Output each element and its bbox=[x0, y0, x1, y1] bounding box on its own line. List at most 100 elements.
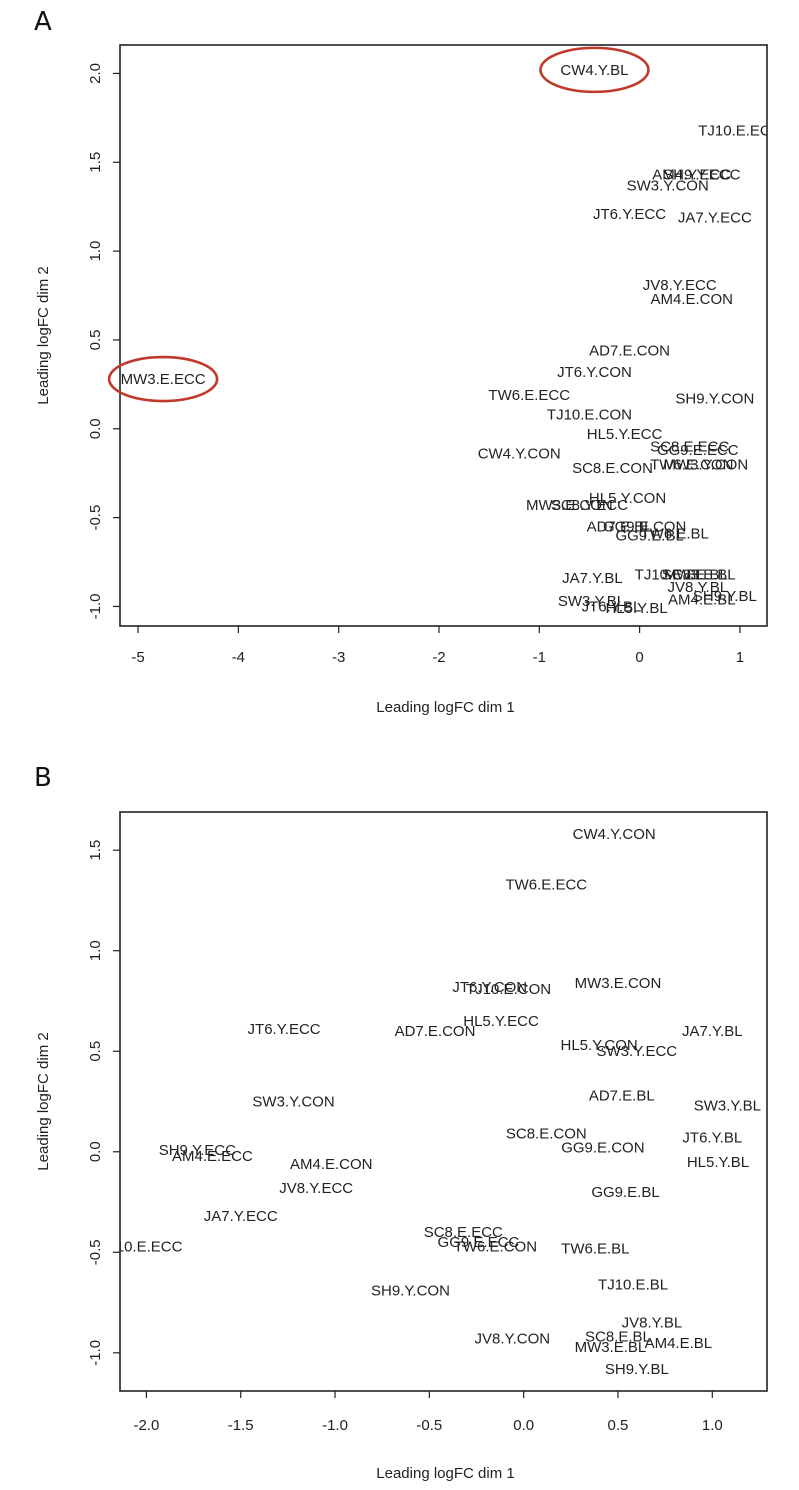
point-label: SH9.Y.CON bbox=[675, 391, 754, 408]
point-label: TJ10.E.ECC bbox=[99, 1238, 183, 1255]
x-tick-label: -2.0 bbox=[133, 1417, 159, 1434]
y-axis-label: Leading logFC dim 2 bbox=[35, 1032, 52, 1170]
point-label: JA7.Y.ECC bbox=[204, 1208, 278, 1225]
point-label: SW3.Y.CON bbox=[627, 177, 709, 194]
panel-label: B bbox=[34, 763, 52, 793]
x-tick-label: -5 bbox=[131, 649, 144, 666]
point-label: TJ10.E.ECC bbox=[698, 122, 782, 139]
point-label: JA7.Y.ECC bbox=[678, 209, 752, 226]
point-label: HL5.Y.BL bbox=[687, 1154, 749, 1171]
point-label: TJ10.E.CON bbox=[466, 981, 551, 998]
x-tick-label: -1.0 bbox=[322, 1417, 348, 1434]
point-label: JV8.Y.ECC bbox=[643, 277, 717, 294]
y-tick-label: -0.5 bbox=[87, 505, 104, 531]
point-label: MW3.E.CON bbox=[575, 975, 662, 992]
point-label: SW3.Y.ECC bbox=[597, 1043, 678, 1060]
point-label: CW4.Y.BL bbox=[560, 62, 628, 79]
point-label: CW4.Y.CON bbox=[573, 826, 656, 843]
point-label: AM4.E.CON bbox=[651, 291, 734, 308]
y-tick-label: 2.0 bbox=[87, 63, 104, 84]
point-label: JT6.Y.BL bbox=[682, 1130, 742, 1147]
point-label: SC8.E.BL bbox=[585, 1329, 651, 1346]
point-label: JV8.Y.BL bbox=[667, 579, 728, 596]
x-tick-label: 1 bbox=[736, 649, 744, 666]
point-label: SC8.E.ECC bbox=[424, 1224, 503, 1241]
point-label: AD7.E.CON bbox=[395, 1023, 476, 1040]
x-tick-label: 0 bbox=[635, 649, 643, 666]
point-label: SC8.E.CON bbox=[506, 1126, 587, 1143]
y-tick-label: 0.0 bbox=[87, 418, 104, 439]
x-axis-label: Leading logFC dim 1 bbox=[376, 699, 514, 716]
point-labels: CW4.Y.BLMW3.E.ECCTJ10.E.ECCAM4.Y.ECCSH9.… bbox=[121, 62, 782, 617]
y-tick-label: 0.0 bbox=[87, 1141, 104, 1162]
point-label: JT6.Y.CON bbox=[452, 979, 527, 996]
y-tick-label: 0.5 bbox=[87, 330, 104, 351]
panel-a: A -5 -4 -3 -2 -1 0 1 -1.0 -0.5 0.0 0.5 1.0 1.5 2.0 Lead… bbox=[34, 7, 782, 716]
point-label: AM4.E.CON bbox=[290, 1156, 373, 1173]
point-label: AD7.E.BL bbox=[589, 1087, 655, 1104]
point-label: HL5.Y.ECC bbox=[463, 1013, 539, 1030]
x-tick-label: -1.5 bbox=[228, 1417, 254, 1434]
point-label: AM4.E.ECC bbox=[172, 1148, 253, 1165]
point-label: SW3.Y.BL bbox=[558, 593, 625, 610]
point-label: HL5.Y.CON bbox=[560, 1037, 637, 1054]
point-label: JV8.Y.BL bbox=[622, 1315, 683, 1332]
point-label: TW6.E.CON bbox=[650, 456, 733, 473]
point-label: TW6.E.BL bbox=[641, 526, 709, 543]
point-label: HL5.Y.CON bbox=[589, 490, 666, 507]
point-label: TW6.E.ECC bbox=[488, 387, 570, 404]
x-tick-label: -4 bbox=[232, 649, 245, 666]
x-tick-label: 1.0 bbox=[702, 1417, 723, 1434]
panel-b: B -2.0 -1.5 -1.0 -0.5 0.0 0.5 1.0 -1.0 -0.5 0.0 0.5… bbox=[34, 763, 768, 1482]
point-label: TJ10.E.BL bbox=[598, 1276, 668, 1293]
highlight-ellipse bbox=[539, 46, 650, 94]
x-tick-label: 0.5 bbox=[608, 1417, 629, 1434]
plot-frame bbox=[119, 811, 768, 1392]
x-tick-label: -3 bbox=[332, 649, 345, 666]
point-label: JA7.Y.BL bbox=[562, 570, 623, 587]
point-label: JT6.Y.ECC bbox=[248, 1021, 321, 1038]
point-label: HL5.Y.ECC bbox=[587, 426, 663, 443]
x-axis-label: Leading logFC dim 1 bbox=[376, 1465, 514, 1482]
x-tick-label: -1 bbox=[533, 649, 546, 666]
point-label: TJ10.E.BL bbox=[635, 566, 705, 583]
y-tick-label: 1.0 bbox=[87, 241, 104, 262]
point-label: JA7.Y.BL bbox=[682, 1023, 743, 1040]
point-label: SC8.E.ECC bbox=[650, 439, 729, 456]
plot-frame bbox=[119, 44, 768, 627]
point-label: TW6.E.BL bbox=[561, 1240, 629, 1257]
point-label: SH9.Y.BL bbox=[605, 1361, 669, 1378]
point-label: SC8.Y.ECC bbox=[551, 497, 628, 514]
point-label: SC8.E.CON bbox=[572, 460, 653, 477]
point-label: MW3.E.BL bbox=[575, 1339, 647, 1356]
point-label: JT6.Y.CON bbox=[557, 364, 632, 381]
y-axis-label: Leading logFC dim 2 bbox=[35, 266, 52, 404]
point-label: AD7.E.BL bbox=[587, 519, 653, 536]
point-label: AM4.E.BL bbox=[668, 591, 736, 608]
point-label: SH9.Y.BL bbox=[693, 588, 757, 605]
y-tick-label: -1.0 bbox=[87, 1340, 104, 1366]
point-label: SH9.Y.CON bbox=[371, 1282, 450, 1299]
point-label: MW3.Y.CON bbox=[663, 456, 748, 473]
point-label: SW3.Y.BL bbox=[694, 1098, 761, 1115]
point-label: GG9.E.ECC bbox=[438, 1234, 520, 1251]
point-label: AM4.Y.ECC bbox=[652, 167, 731, 184]
point-label: SH9.Y.ECC bbox=[159, 1142, 236, 1159]
y-tick-label: 1.5 bbox=[87, 840, 104, 861]
point-label: CW4.Y.CON bbox=[478, 446, 561, 463]
point-label: JT6.Y.ECC bbox=[593, 206, 666, 223]
point-label: GG9.E.BL bbox=[615, 527, 683, 544]
point-label: JV8.Y.ECC bbox=[279, 1180, 353, 1197]
point-label: JT6.Y.BL bbox=[582, 598, 642, 615]
point-label: MW3.E.BL bbox=[664, 566, 736, 583]
point-label: TJ10.E.CON bbox=[547, 407, 632, 424]
y-tick-label: 1.5 bbox=[87, 152, 104, 173]
point-label: SC8.E.BL bbox=[662, 566, 728, 583]
y-tick-label: -1.0 bbox=[87, 594, 104, 620]
point-label: HL5.Y.BL bbox=[605, 600, 667, 617]
point-label: SH9.Y.ECC bbox=[663, 167, 740, 184]
point-label: AM4.E.BL bbox=[645, 1335, 713, 1352]
x-tick-label: 0.0 bbox=[513, 1417, 534, 1434]
